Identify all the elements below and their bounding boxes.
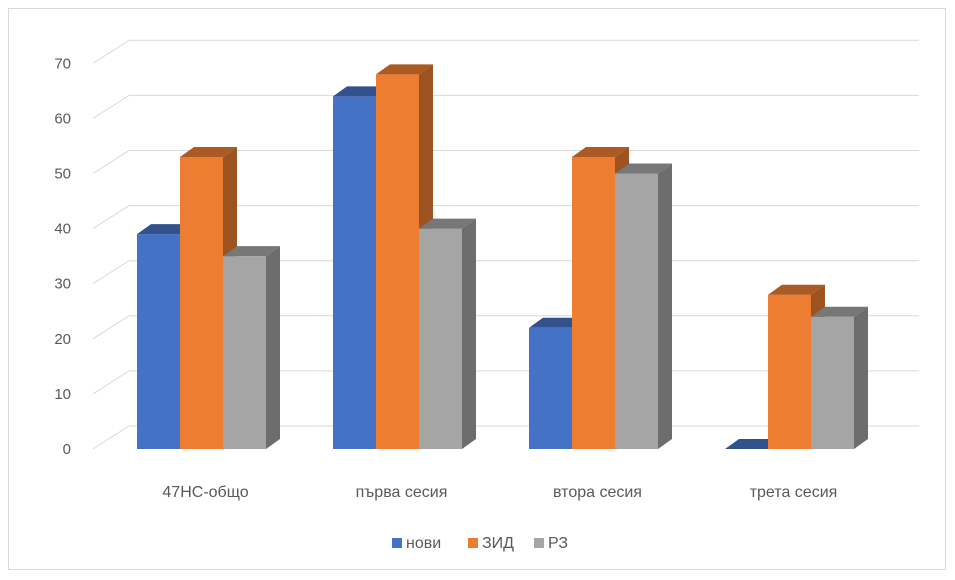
y-tick-label: 50 bbox=[54, 166, 71, 183]
bar-front bbox=[180, 156, 223, 449]
bar-front bbox=[419, 228, 462, 449]
bar-front bbox=[223, 256, 266, 449]
chart-frame: 0 10 20 30 40 50 60 70 47НС-общо първа сесия втора… bbox=[8, 8, 946, 570]
x-category-label: втора сесия bbox=[553, 484, 642, 501]
y-tick-label: 0 bbox=[63, 441, 71, 458]
x-category-label: 47НС-общо bbox=[162, 484, 248, 501]
x-category-label: първа сесия bbox=[356, 484, 448, 501]
bar-top bbox=[180, 146, 237, 157]
bar-top bbox=[725, 439, 782, 449]
gridline-depth bbox=[92, 39, 130, 64]
gridline-depth bbox=[92, 150, 130, 174]
y-tick-label: 60 bbox=[54, 110, 71, 127]
bar-top bbox=[419, 218, 476, 229]
y-tick-label: 70 bbox=[54, 55, 71, 72]
bar-front bbox=[768, 294, 811, 449]
bar-top bbox=[137, 224, 194, 235]
legend-label: нови bbox=[406, 535, 441, 552]
legend-label: ЗИД bbox=[482, 535, 514, 552]
bar-top bbox=[223, 246, 280, 257]
bar-top bbox=[768, 284, 825, 295]
y-tick-label: 40 bbox=[54, 221, 71, 238]
bar-front bbox=[137, 234, 180, 449]
bar-top bbox=[376, 64, 433, 75]
bar-front bbox=[811, 316, 854, 449]
gridline-depth bbox=[92, 260, 130, 285]
legend-swatch bbox=[534, 538, 544, 548]
x-category-label: трета сесия bbox=[750, 484, 838, 501]
bar-front bbox=[376, 74, 419, 449]
y-tick-label: 20 bbox=[54, 331, 71, 348]
bar-front bbox=[615, 173, 658, 449]
legend-label: РЗ bbox=[548, 535, 568, 552]
bar-front bbox=[529, 327, 572, 449]
gridline-depth bbox=[92, 315, 130, 340]
gridline-depth bbox=[92, 205, 130, 230]
bar-top bbox=[615, 163, 672, 174]
bar-top bbox=[333, 86, 390, 97]
bar-top bbox=[529, 317, 586, 328]
legend-swatch bbox=[468, 538, 478, 548]
bar-side bbox=[462, 218, 476, 449]
bar-side bbox=[854, 306, 868, 449]
bar-front bbox=[572, 156, 615, 449]
bar-top bbox=[572, 146, 629, 157]
gridline-depth bbox=[92, 94, 130, 119]
bar-chart: 0 10 20 30 40 50 60 70 47НС-общо първа сесия втора… bbox=[54, 39, 919, 552]
y-tick-label: 30 bbox=[54, 276, 71, 293]
bar-side bbox=[266, 246, 280, 449]
legend-swatch bbox=[392, 538, 402, 548]
bar-side bbox=[658, 163, 672, 449]
bar-top bbox=[811, 306, 868, 317]
gridline-depth bbox=[92, 425, 130, 450]
gridline-depth bbox=[92, 370, 130, 395]
y-tick-label: 10 bbox=[54, 386, 71, 403]
bar-front bbox=[333, 96, 376, 450]
